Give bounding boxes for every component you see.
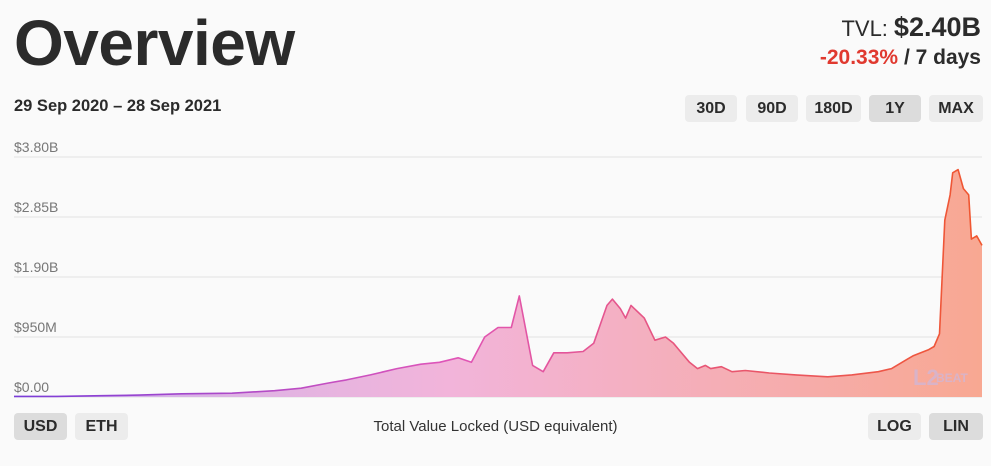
tvl-summary: TVL: $2.40B -20.33% / 7 days xyxy=(820,12,981,72)
page-title: Overview xyxy=(14,7,295,79)
l2beat-watermark-text: BEAT xyxy=(936,371,968,385)
tvl-area-fill xyxy=(14,169,982,397)
y-tick-label: $1.90B xyxy=(14,259,58,275)
date-range: 29 Sep 2020 – 28 Sep 2021 xyxy=(14,97,222,115)
currency-button-eth[interactable]: ETH xyxy=(75,413,128,440)
chart-description: Total Value Locked (USD equivalent) xyxy=(373,418,618,435)
range-button-30d[interactable]: 30D xyxy=(685,95,737,122)
tvl-chart: $0.00 $950M $1.90B $2.85B $3.80B L2 BEAT xyxy=(14,139,983,398)
y-tick-label: $2.85B xyxy=(14,199,58,215)
tvl-label: TVL: xyxy=(841,16,888,41)
scale-button-log[interactable]: LOG xyxy=(868,413,921,440)
tvl-change-value: -20.33% xyxy=(819,46,899,69)
tvl-series-line xyxy=(14,168,983,398)
y-tick-label: $3.80B xyxy=(14,139,58,155)
tvl-line: TVL: $2.40B xyxy=(820,12,981,44)
tvl-change-line: -20.33% / 7 days xyxy=(820,44,981,72)
range-button-max[interactable]: MAX xyxy=(929,95,983,122)
range-button-1y[interactable]: 1Y xyxy=(869,95,921,122)
y-tick-label: $950M xyxy=(14,319,57,335)
y-tick-label: $0.00 xyxy=(14,379,49,395)
range-button-90d[interactable]: 90D xyxy=(746,95,798,122)
scale-button-lin[interactable]: LIN xyxy=(929,413,983,440)
l2beat-watermark-logo: L2 xyxy=(913,365,939,390)
currency-button-usd[interactable]: USD xyxy=(14,413,67,440)
tvl-change-period: / 7 days xyxy=(903,46,981,69)
range-button-180d[interactable]: 180D xyxy=(806,95,861,122)
tvl-value: $2.40B xyxy=(893,12,981,42)
